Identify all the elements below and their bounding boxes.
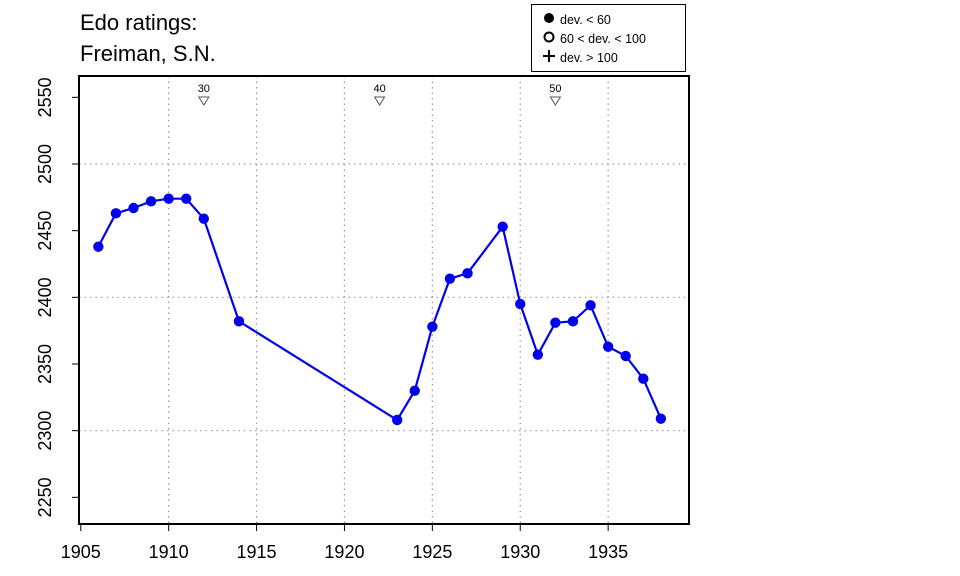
data-point bbox=[497, 221, 508, 232]
legend-item: dev. > 100 bbox=[532, 49, 685, 67]
x-tick-label: 1920 bbox=[324, 542, 364, 562]
chart-title-line-2: Freiman, S.N. bbox=[80, 41, 216, 66]
x-tick-label: 1925 bbox=[412, 542, 452, 562]
y-tick-label: 2500 bbox=[35, 144, 55, 184]
y-tick-label: 2450 bbox=[35, 211, 55, 251]
data-point bbox=[128, 202, 139, 214]
data-point bbox=[655, 413, 667, 424]
annotation-label: 50 bbox=[549, 83, 561, 95]
data-point bbox=[444, 273, 456, 284]
data-point bbox=[532, 349, 544, 360]
annotation-label: 40 bbox=[373, 83, 385, 95]
y-tick-label: 2550 bbox=[35, 77, 55, 117]
data-point bbox=[181, 193, 192, 204]
data-point bbox=[427, 321, 438, 332]
legend: dev. < 60 60 < dev. < 100 dev. > 100 bbox=[531, 4, 686, 72]
x-tick-label: 1915 bbox=[237, 542, 277, 562]
data-point bbox=[602, 341, 614, 352]
data-point bbox=[145, 196, 157, 207]
data-point bbox=[391, 414, 403, 426]
data-point bbox=[93, 241, 104, 252]
series-line bbox=[97, 197, 662, 422]
y-tick-label: 2400 bbox=[35, 277, 55, 317]
data-point bbox=[515, 298, 526, 310]
data-point bbox=[620, 350, 631, 362]
chart-title-line-1: Edo ratings: bbox=[80, 10, 198, 35]
data-point bbox=[110, 208, 122, 219]
data-point bbox=[567, 316, 579, 327]
annotation-triangle-icon bbox=[373, 96, 386, 106]
x-tick-label: 1930 bbox=[500, 542, 540, 562]
data-point bbox=[462, 268, 473, 279]
x-tick-label: 1935 bbox=[588, 542, 628, 562]
data-point bbox=[233, 316, 245, 327]
x-tick-label: 1910 bbox=[149, 542, 189, 562]
annotation-triangle-icon bbox=[197, 96, 210, 106]
data-point bbox=[585, 300, 596, 311]
annotation-label: 30 bbox=[198, 83, 210, 95]
y-tick-label: 2250 bbox=[35, 477, 55, 517]
filled-circle-icon bbox=[542, 11, 556, 30]
data-point bbox=[409, 385, 420, 396]
legend-label: dev. < 60 bbox=[560, 13, 611, 27]
data-point bbox=[638, 373, 649, 384]
annotation-triangle-icon bbox=[549, 96, 562, 106]
y-tick-label: 2300 bbox=[35, 411, 55, 451]
legend-item: 60 < dev. < 100 bbox=[532, 30, 685, 48]
open-circle-icon bbox=[542, 30, 556, 49]
data-point bbox=[163, 193, 174, 204]
plot-frame bbox=[78, 75, 690, 525]
plus-icon bbox=[542, 49, 556, 68]
legend-item: dev. < 60 bbox=[532, 11, 685, 29]
y-tick-label: 2350 bbox=[35, 344, 55, 384]
legend-label: 60 < dev. < 100 bbox=[560, 32, 646, 46]
x-tick-label: 1905 bbox=[61, 542, 101, 562]
data-point bbox=[550, 317, 561, 328]
legend-label: dev. > 100 bbox=[560, 51, 618, 65]
data-point bbox=[198, 213, 210, 224]
